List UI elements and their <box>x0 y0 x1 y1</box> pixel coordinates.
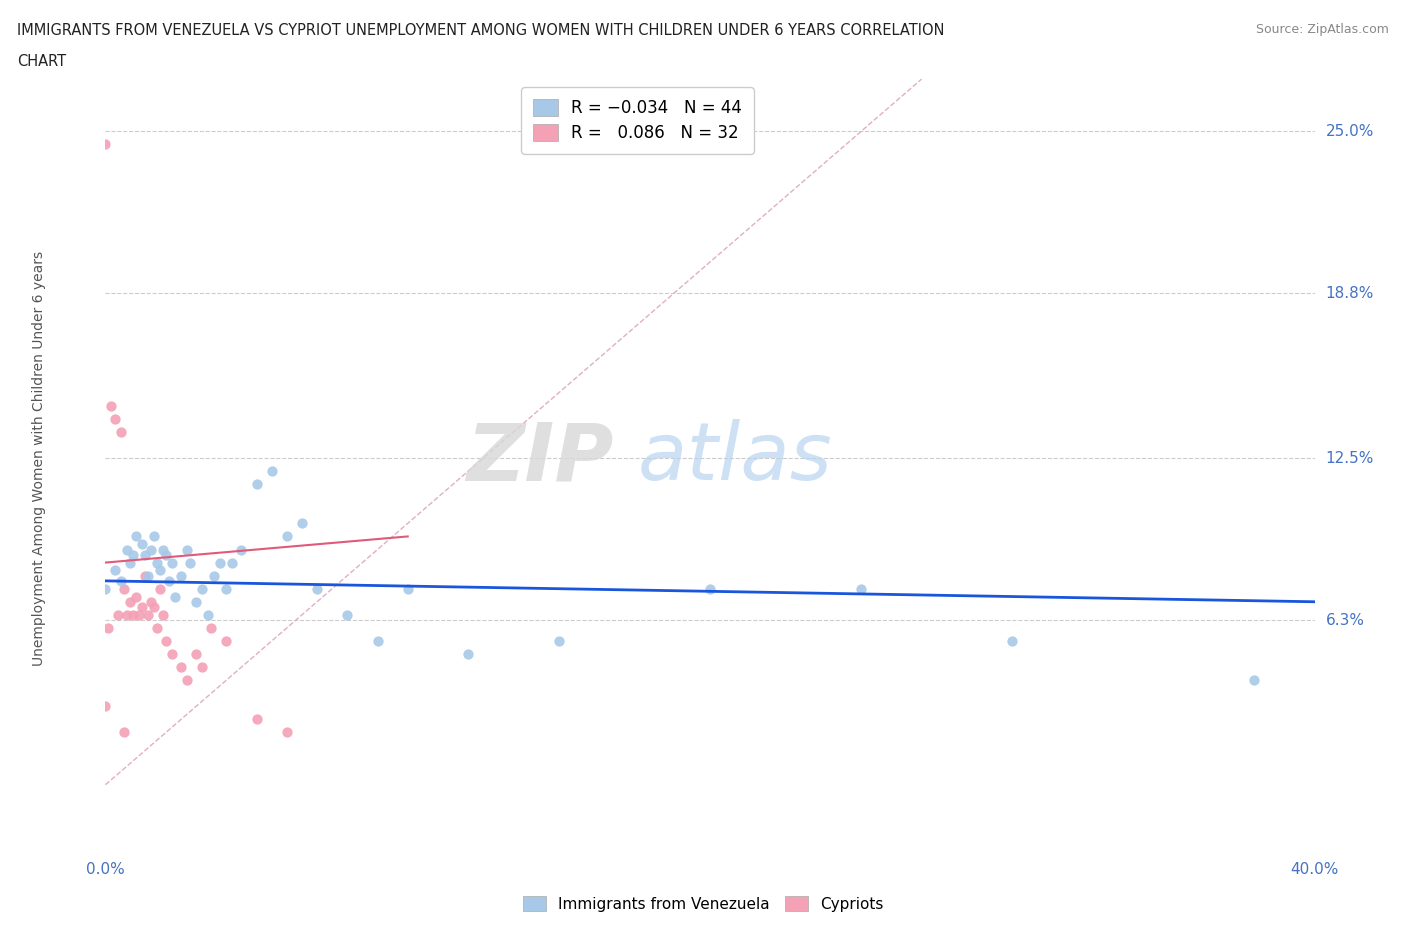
Point <box>155 547 177 562</box>
Point <box>276 529 298 544</box>
Point <box>121 607 143 622</box>
Legend: Immigrants from Venezuela, Cypriots: Immigrants from Venezuela, Cypriots <box>516 889 890 918</box>
Point <box>128 607 150 622</box>
Point <box>152 607 174 622</box>
Point <box>849 581 872 596</box>
Point <box>94 137 117 152</box>
Text: IMMIGRANTS FROM VENEZUELA VS CYPRIOT UNEMPLOYMENT AMONG WOMEN WITH CHILDREN UNDE: IMMIGRANTS FROM VENEZUELA VS CYPRIOT UNE… <box>17 23 945 38</box>
Point <box>131 600 153 615</box>
Point <box>157 574 180 589</box>
Point <box>179 555 201 570</box>
Point <box>103 411 125 426</box>
Point <box>457 646 479 661</box>
Point <box>699 581 721 596</box>
Point <box>146 555 169 570</box>
Point <box>1243 672 1265 687</box>
Point <box>200 620 222 635</box>
Point <box>134 568 156 583</box>
Point <box>245 712 267 727</box>
Text: ZIP: ZIP <box>465 419 613 497</box>
Point <box>136 607 159 622</box>
Point <box>118 555 141 570</box>
Text: Source: ZipAtlas.com: Source: ZipAtlas.com <box>1256 23 1389 36</box>
Point <box>112 725 135 740</box>
Point <box>139 542 162 557</box>
Point <box>176 672 198 687</box>
Text: 6.3%: 6.3% <box>1326 613 1365 628</box>
Point <box>124 529 148 544</box>
Point <box>149 563 172 578</box>
Point <box>97 620 120 635</box>
Point <box>155 633 177 648</box>
Point <box>121 547 143 562</box>
Point <box>170 659 193 674</box>
Point <box>131 537 153 551</box>
Text: 18.8%: 18.8% <box>1326 286 1374 301</box>
Text: 25.0%: 25.0% <box>1326 124 1374 139</box>
Point <box>260 464 283 479</box>
Point <box>186 594 208 609</box>
Point <box>139 594 162 609</box>
Point <box>276 725 298 740</box>
Text: 40.0%: 40.0% <box>1291 862 1339 877</box>
Point <box>1001 633 1024 648</box>
Point <box>548 633 571 648</box>
Point <box>307 581 329 596</box>
Text: atlas: atlas <box>637 419 832 497</box>
Point <box>115 542 138 557</box>
Point <box>176 542 198 557</box>
Text: 0.0%: 0.0% <box>86 862 125 877</box>
Point <box>160 646 183 661</box>
Point <box>191 581 214 596</box>
Point <box>366 633 388 648</box>
Point <box>202 568 225 583</box>
Text: 12.5%: 12.5% <box>1326 450 1374 466</box>
Point <box>100 398 122 413</box>
Text: CHART: CHART <box>17 54 66 69</box>
Point <box>107 607 129 622</box>
Point <box>245 477 267 492</box>
Point <box>160 555 183 570</box>
Point <box>103 563 125 578</box>
Point <box>118 594 141 609</box>
Point <box>170 568 193 583</box>
Point <box>336 607 359 622</box>
Text: Unemployment Among Women with Children Under 6 years: Unemployment Among Women with Children U… <box>32 250 46 666</box>
Point <box>215 633 238 648</box>
Point <box>291 516 314 531</box>
Point <box>163 589 186 604</box>
Point <box>94 698 117 713</box>
Point <box>186 646 208 661</box>
Point <box>142 529 165 544</box>
Point <box>149 581 172 596</box>
Point <box>146 620 169 635</box>
Point <box>197 607 219 622</box>
Point <box>152 542 174 557</box>
Point <box>112 581 135 596</box>
Point <box>134 547 156 562</box>
Point <box>231 542 253 557</box>
Point <box>221 555 243 570</box>
Point <box>142 600 165 615</box>
Point <box>110 424 132 439</box>
Point <box>136 568 159 583</box>
Point <box>115 607 138 622</box>
Point <box>396 581 419 596</box>
Legend: R = −0.034   N = 44, R =   0.086   N = 32: R = −0.034 N = 44, R = 0.086 N = 32 <box>522 87 754 153</box>
Point <box>124 589 148 604</box>
Point <box>215 581 238 596</box>
Point <box>94 581 117 596</box>
Point <box>209 555 232 570</box>
Point <box>110 574 132 589</box>
Point <box>191 659 214 674</box>
